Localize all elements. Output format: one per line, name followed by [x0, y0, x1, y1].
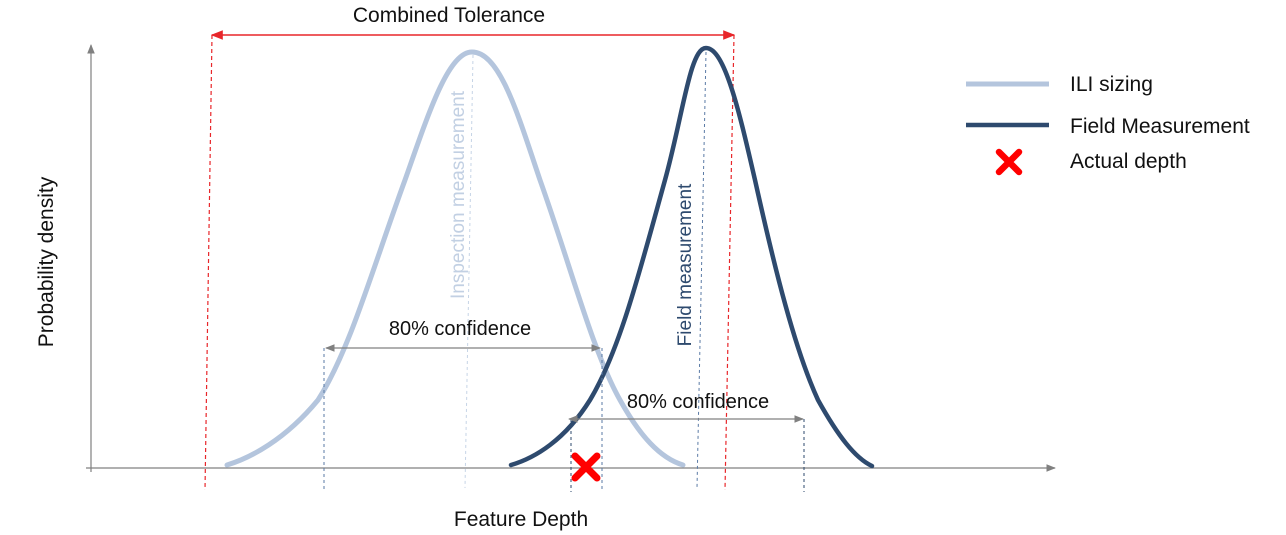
- tolerance-right-boundary: [724, 34, 735, 491]
- ili-peak-guide: [464, 54, 474, 489]
- red-x-marker-icon: [995, 148, 1023, 176]
- field-peak-guide: [696, 51, 707, 489]
- x-axis-label: Feature Depth: [454, 508, 588, 531]
- field-confidence-label: 80% confidence: [627, 391, 769, 413]
- tolerance-left-boundary: [204, 34, 213, 491]
- legend-label: Actual depth: [1070, 150, 1187, 173]
- combined-tolerance-label: Combined Tolerance: [353, 4, 545, 27]
- actual-depth-marker: [571, 452, 601, 482]
- legend-item-field-measurement: Field Measurement: [966, 115, 1250, 138]
- inspection-curve-label: Inspection measurement: [448, 90, 469, 299]
- field-measurement-curve: [508, 45, 875, 469]
- legend-label: ILI sizing: [1070, 73, 1153, 96]
- legend-item-actual-depth: Actual depth: [995, 148, 1187, 176]
- legend-item-ili-sizing: ILI sizing: [966, 73, 1153, 96]
- y-axis-label: Probability density: [35, 176, 58, 347]
- ili-confidence-label: 80% confidence: [389, 318, 531, 340]
- field-curve-label: Field measurement: [675, 183, 696, 346]
- legend: ILI sizing Field Measurement Actual dept…: [966, 73, 1250, 176]
- ili-sizing-curve: [224, 49, 686, 468]
- legend-label: Field Measurement: [1070, 115, 1250, 138]
